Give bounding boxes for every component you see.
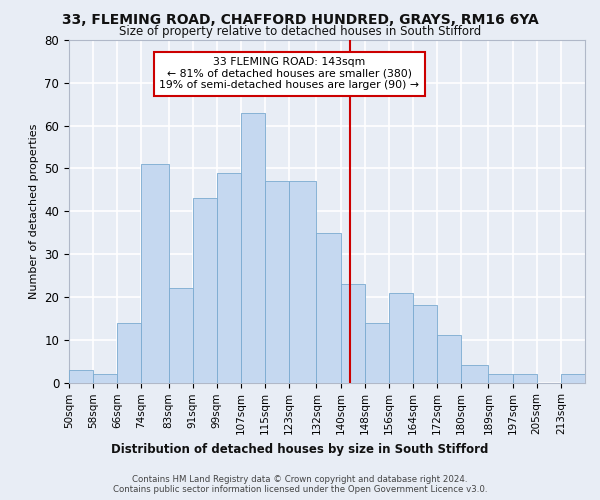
Bar: [69, 370, 93, 382]
Bar: [413, 306, 437, 382]
Y-axis label: Number of detached properties: Number of detached properties: [29, 124, 39, 299]
Text: Distribution of detached houses by size in South Stifford: Distribution of detached houses by size …: [112, 442, 488, 456]
Bar: [169, 288, 193, 382]
Bar: [437, 336, 461, 382]
Text: 33, FLEMING ROAD, CHAFFORD HUNDRED, GRAYS, RM16 6YA: 33, FLEMING ROAD, CHAFFORD HUNDRED, GRAY…: [62, 12, 538, 26]
Bar: [341, 284, 365, 382]
Bar: [142, 164, 169, 382]
Bar: [561, 374, 585, 382]
Text: Contains HM Land Registry data © Crown copyright and database right 2024.: Contains HM Land Registry data © Crown c…: [132, 475, 468, 484]
Bar: [488, 374, 512, 382]
Bar: [117, 322, 142, 382]
Bar: [289, 182, 316, 382]
Text: Contains public sector information licensed under the Open Government Licence v3: Contains public sector information licen…: [113, 485, 487, 494]
Bar: [316, 232, 341, 382]
Bar: [461, 366, 488, 382]
Bar: [512, 374, 537, 382]
Bar: [365, 322, 389, 382]
Bar: [389, 292, 413, 382]
Bar: [241, 113, 265, 382]
Bar: [265, 182, 289, 382]
Bar: [93, 374, 117, 382]
Bar: [193, 198, 217, 382]
Bar: [217, 172, 241, 382]
Text: Size of property relative to detached houses in South Stifford: Size of property relative to detached ho…: [119, 25, 481, 38]
Text: 33 FLEMING ROAD: 143sqm
← 81% of detached houses are smaller (380)
19% of semi-d: 33 FLEMING ROAD: 143sqm ← 81% of detache…: [159, 57, 419, 90]
